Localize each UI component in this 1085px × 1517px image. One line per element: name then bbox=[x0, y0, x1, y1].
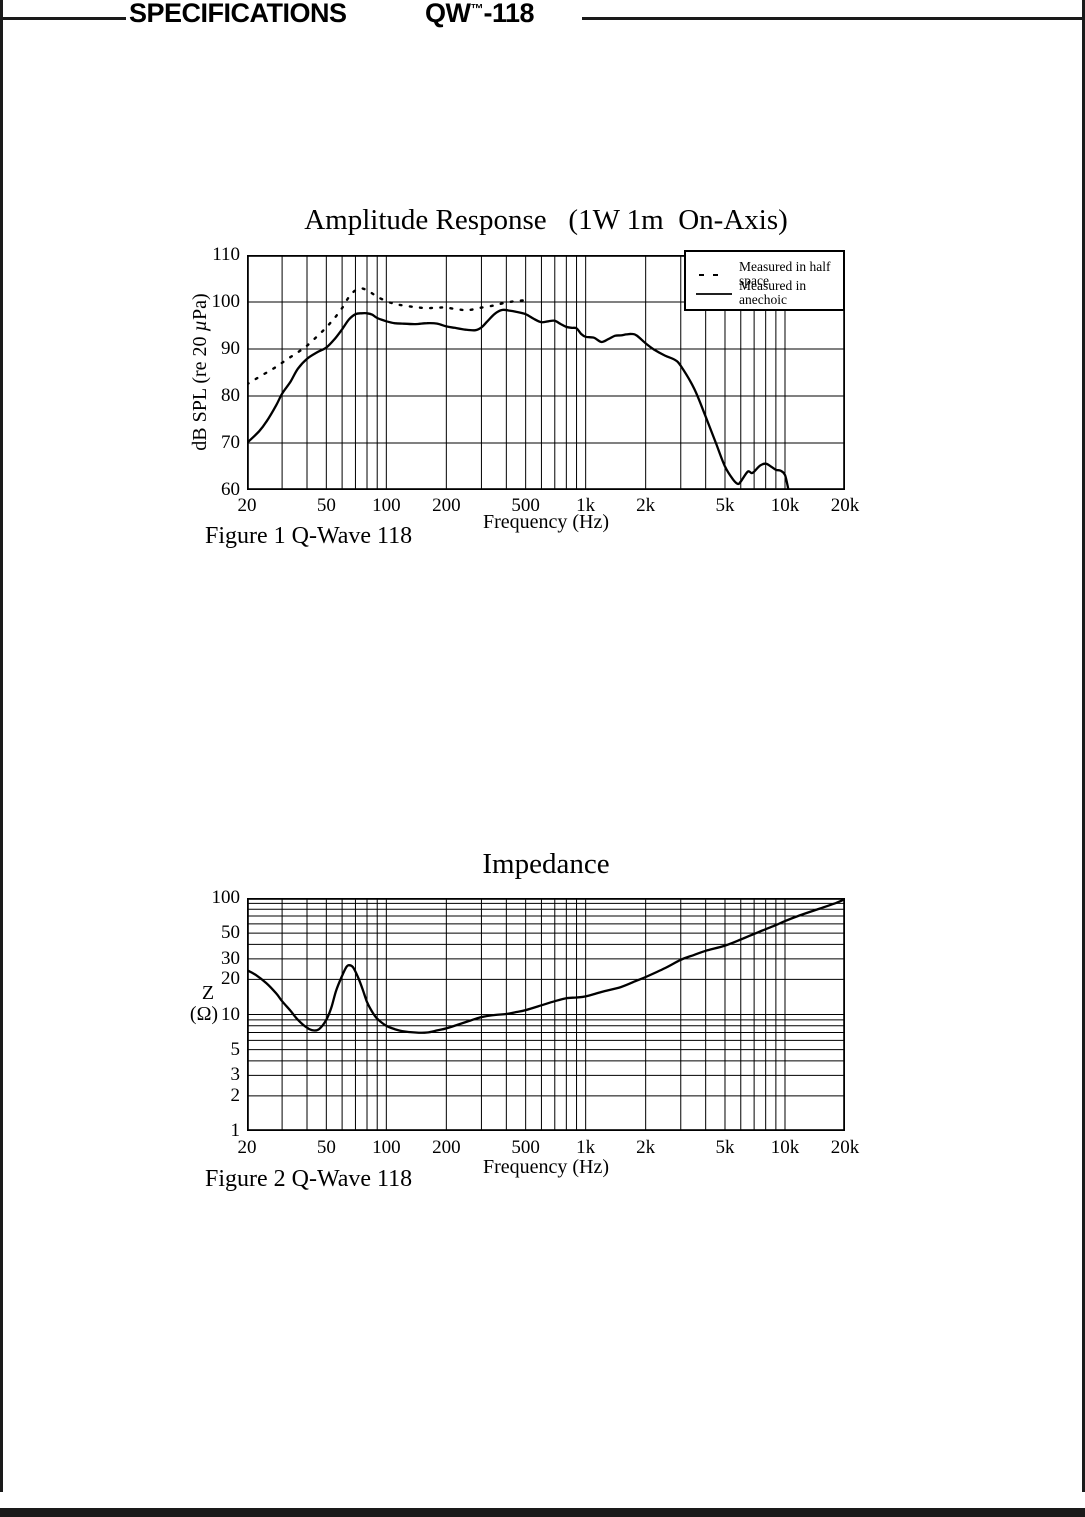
x-tick-label: 500 bbox=[511, 1137, 540, 1158]
y-tick-label: 70 bbox=[221, 432, 240, 453]
x-tick-label: 20k bbox=[830, 1137, 860, 1158]
impedance-y-axis-label-z: Z bbox=[201, 982, 215, 1004]
section-title: SPECIFICATIONS bbox=[129, 0, 347, 28]
y-tick-label: 1 bbox=[230, 1120, 241, 1141]
impedance-plot bbox=[247, 898, 845, 1131]
y-tick-label: 30 bbox=[221, 947, 240, 969]
header-rule-right bbox=[582, 17, 1085, 20]
dotted-line-sample bbox=[695, 265, 739, 283]
legend-label: Measured in half space bbox=[739, 259, 831, 288]
solid-line-sample bbox=[695, 284, 739, 302]
x-tick-label: 10k bbox=[770, 1137, 800, 1158]
x-tick-label: 50 bbox=[316, 495, 336, 516]
page-border-bottom bbox=[0, 1508, 1085, 1517]
figure2-caption: Figure 2 Q-Wave 118 bbox=[205, 1166, 413, 1192]
series-curve-dotted bbox=[247, 287, 527, 386]
legend-box: Measured in half space Measured in anech… bbox=[684, 250, 845, 311]
x-tick-label: 2k bbox=[636, 1137, 656, 1158]
x-tick-label: 5k bbox=[715, 1137, 735, 1158]
y-tick-label: 60 bbox=[221, 479, 240, 500]
trademark-symbol: ™ bbox=[470, 1, 484, 16]
y-tick-label: 2 bbox=[230, 1084, 241, 1106]
y-tick-label: 80 bbox=[221, 385, 240, 406]
y-tick-label: 90 bbox=[221, 338, 240, 359]
page-border-right bbox=[1082, 0, 1085, 1492]
plot-imp-svg bbox=[247, 898, 845, 1131]
legend-label: Measured in anechoic bbox=[739, 278, 807, 307]
x-tick-label: 1k bbox=[576, 1137, 596, 1158]
y-tick-label: 10 bbox=[221, 1003, 240, 1025]
x-tick-label: 100 bbox=[372, 1137, 401, 1158]
x-tick-label: 20 bbox=[237, 1137, 257, 1158]
plot-border bbox=[247, 898, 845, 1131]
model-prefix: QW bbox=[425, 0, 471, 28]
series-curve-solid bbox=[247, 898, 845, 1034]
amplitude-y-axis-label: dB SPL (re 20 µPa) bbox=[189, 293, 211, 450]
x-tick-label: 2k bbox=[636, 495, 656, 516]
figure1-caption: Figure 1 Q-Wave 118 bbox=[205, 523, 413, 549]
y-tick-label: 50 bbox=[221, 922, 240, 944]
x-tick-label: 200 bbox=[432, 495, 461, 516]
amplitude-chart-title: Amplitude Response (1W 1m On-Axis) bbox=[304, 204, 788, 236]
series-curve-solid bbox=[247, 308, 790, 490]
x-tick-label: 10k bbox=[770, 495, 800, 516]
y-tick-label: 100 bbox=[211, 291, 241, 312]
legend-entry-half-space: Measured in half space bbox=[695, 260, 843, 287]
plot-border bbox=[247, 255, 845, 490]
x-tick-label: 100 bbox=[372, 495, 401, 516]
y-tick-label: 20 bbox=[221, 968, 240, 990]
amplitude-x-axis-label: Frequency (Hz) bbox=[482, 511, 610, 533]
y-tick-label: 3 bbox=[230, 1064, 241, 1086]
legend-entry-anechoic: Measured in anechoic bbox=[695, 279, 843, 306]
model-number: QW™-118 bbox=[425, 0, 535, 28]
model-suffix: -118 bbox=[483, 0, 535, 28]
x-tick-label: 20k bbox=[830, 495, 860, 516]
x-tick-label: 50 bbox=[316, 1137, 336, 1158]
x-tick-label: 20 bbox=[237, 495, 257, 516]
header-rule-left bbox=[0, 17, 126, 20]
x-tick-label: 500 bbox=[511, 495, 540, 516]
y-tick-label: 100 bbox=[211, 887, 241, 908]
impedance-x-axis-label: Frequency (Hz) bbox=[482, 1156, 610, 1178]
x-tick-label: 5k bbox=[715, 495, 735, 516]
y-tick-label: 5 bbox=[230, 1038, 241, 1060]
impedance-y-axis-label-ohm: (Ω) bbox=[189, 1003, 219, 1025]
y-tick-label: 110 bbox=[212, 244, 240, 265]
impedance-chart-title: Impedance bbox=[482, 848, 610, 880]
x-tick-label: 1k bbox=[576, 495, 596, 516]
page-border-left bbox=[0, 0, 3, 1492]
y-label-mu: µ bbox=[189, 319, 211, 332]
x-tick-label: 200 bbox=[432, 1137, 461, 1158]
